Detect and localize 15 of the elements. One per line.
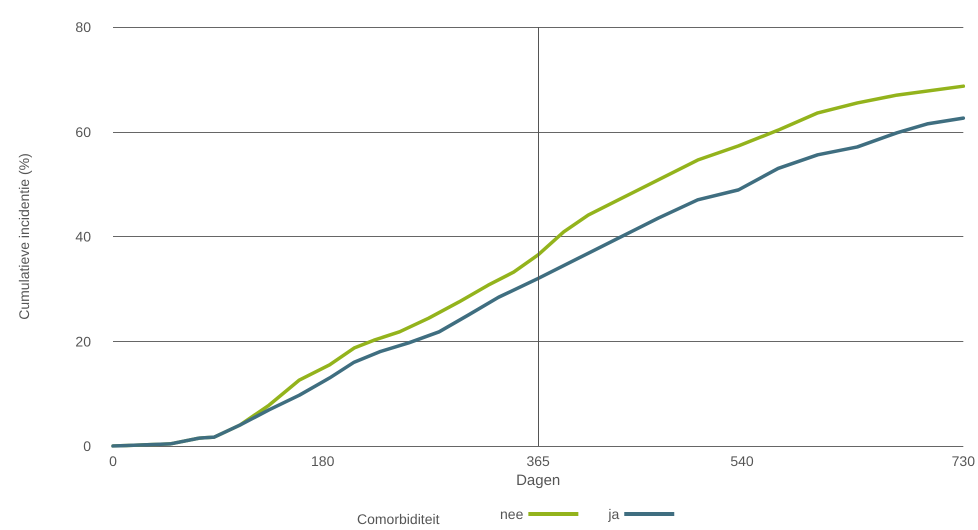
x-axis-title: Dagen xyxy=(516,472,560,489)
y-tick-label: 0 xyxy=(83,438,92,454)
y-axis-title: Cumulatieve incidentie (%) xyxy=(16,153,32,320)
x-tick-label: 0 xyxy=(109,453,118,469)
y-tick-label: 20 xyxy=(75,333,92,350)
x-tick-label: 730 xyxy=(952,453,976,469)
legend-title: Comorbiditeit xyxy=(357,511,440,527)
x-tick-label: 540 xyxy=(730,453,754,469)
x-tick-label: 365 xyxy=(526,453,550,469)
legend-label: nee xyxy=(500,506,524,522)
y-tick-label: 80 xyxy=(75,19,92,35)
x-tick-label: 180 xyxy=(310,453,335,469)
y-tick-label: 60 xyxy=(75,124,92,140)
legend-label: ja xyxy=(607,506,620,522)
y-tick-label: 40 xyxy=(75,228,92,244)
